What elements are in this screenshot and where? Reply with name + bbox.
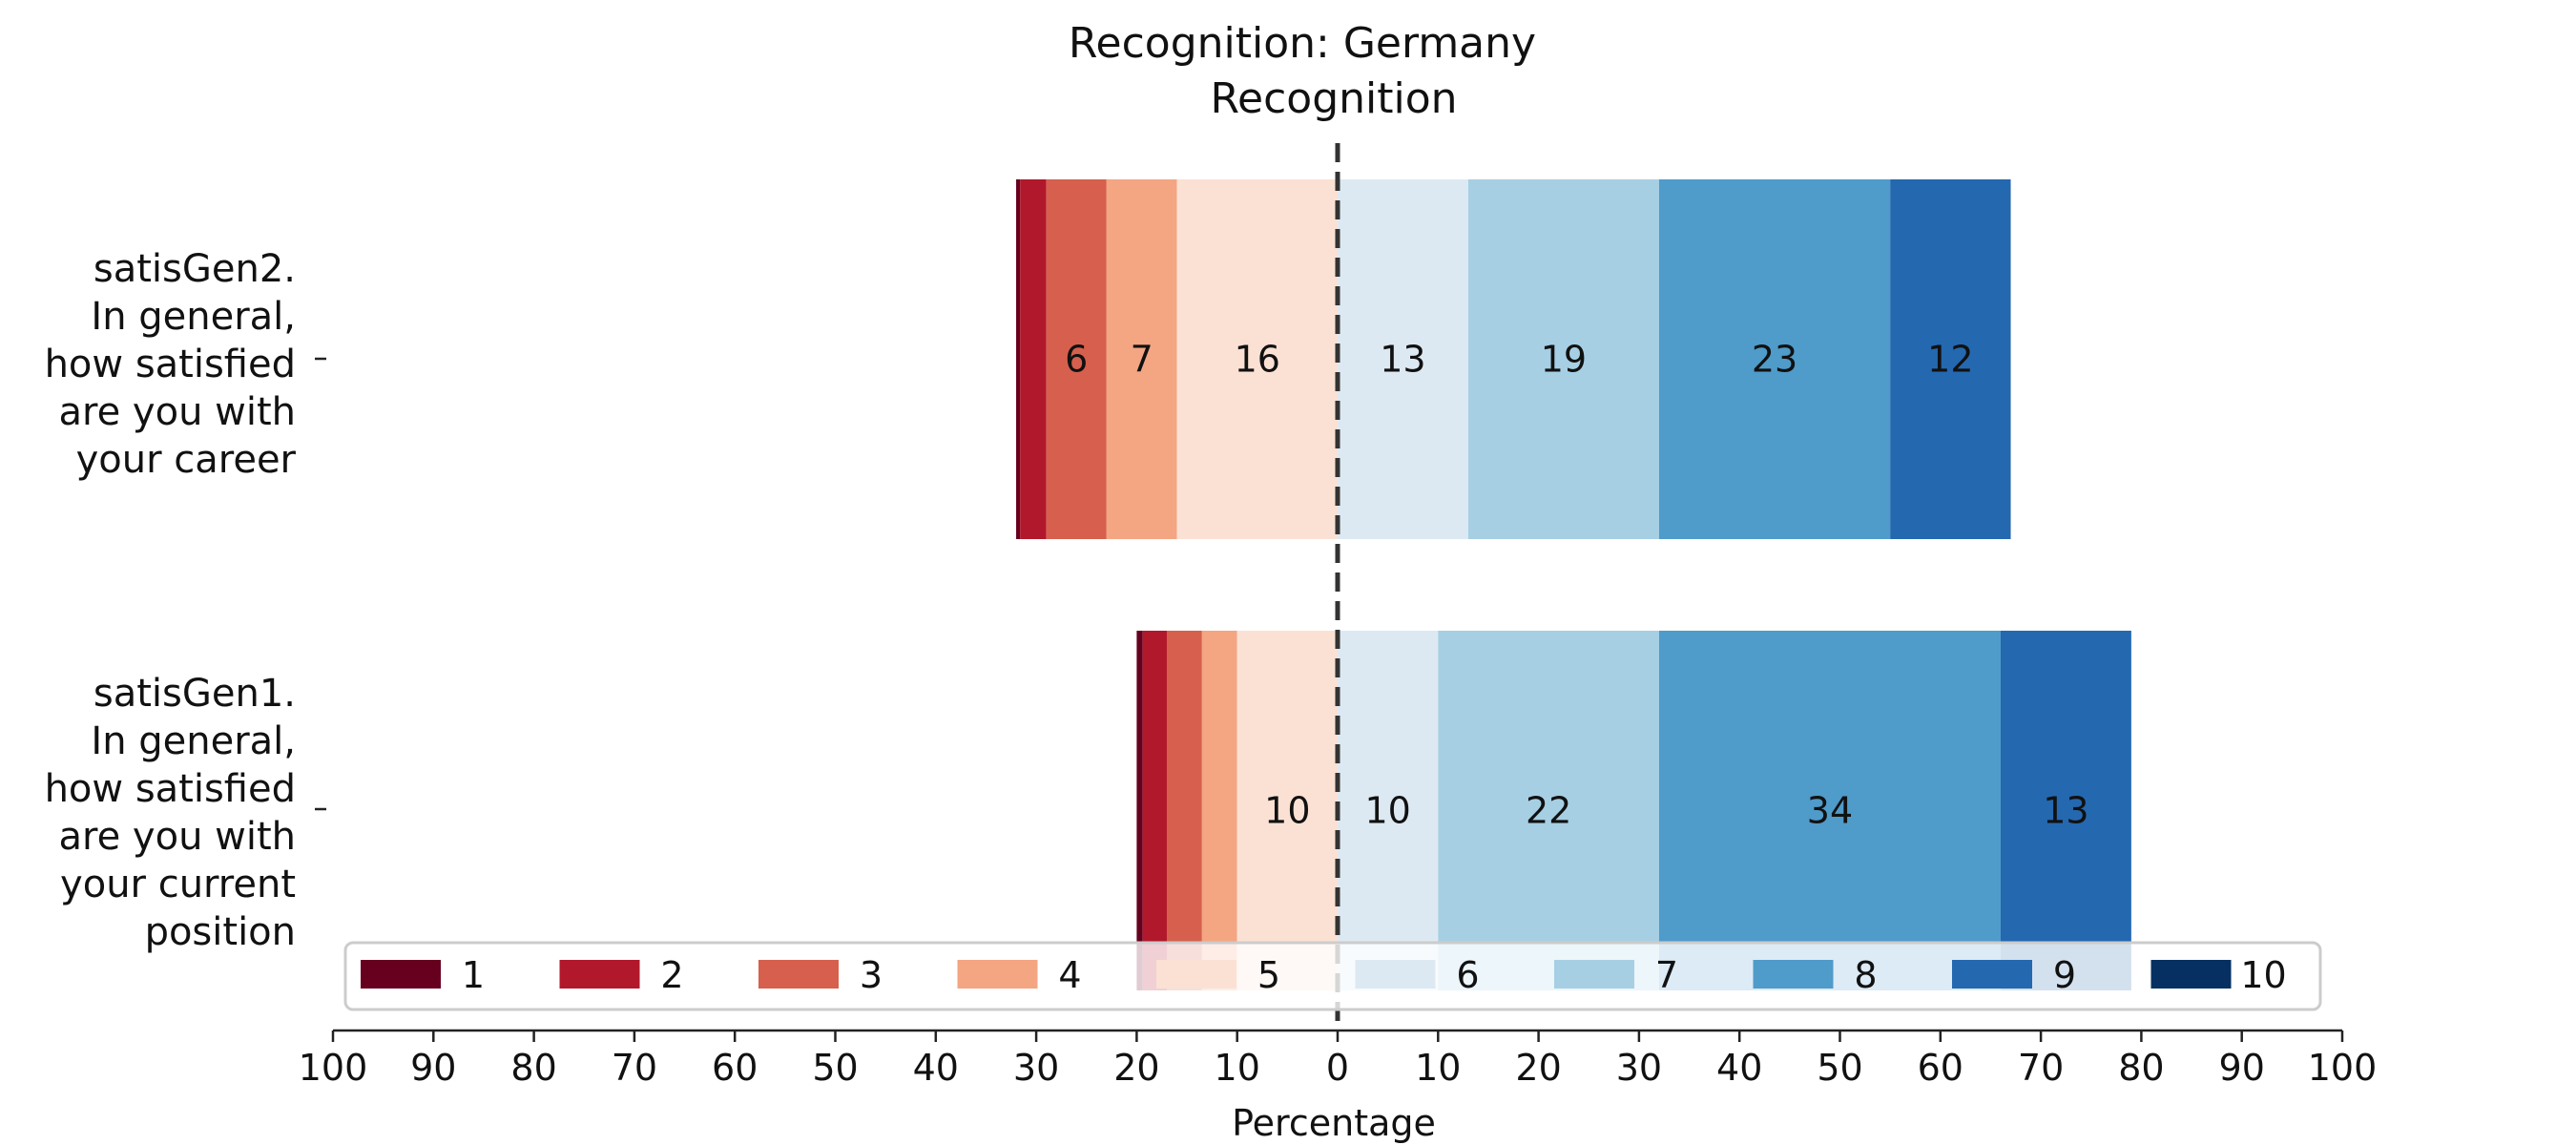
- x-tick-label: 10: [1415, 1047, 1461, 1089]
- bar-value-label: 22: [1526, 790, 1571, 832]
- category-label-line: are you with: [59, 815, 296, 859]
- legend-swatch-6: [1355, 960, 1436, 989]
- x-tick-label: 70: [612, 1047, 657, 1089]
- legend-swatch-2: [559, 960, 640, 989]
- chart-title: Recognition: Germany: [1069, 19, 1536, 68]
- legend-swatch-8: [1753, 960, 1834, 989]
- x-tick-label: 10: [1215, 1047, 1260, 1089]
- bar-segment-satisgen1-8: [1658, 631, 2001, 990]
- category-label-line: your career: [76, 438, 297, 482]
- bar-segment-satisgen2-9: [1890, 179, 2011, 539]
- x-tick-label: 60: [1918, 1047, 1963, 1089]
- bar-segment-satisgen2-2: [1020, 179, 1047, 539]
- bar-segment-satisgen1-3: [1166, 631, 1202, 990]
- legend-swatch-5: [1156, 960, 1236, 989]
- category-label-line: In general,: [91, 719, 296, 763]
- legend-swatch-10: [2150, 960, 2232, 989]
- legend-swatch-9: [1952, 960, 2032, 989]
- bar-value-label: 19: [1541, 339, 1587, 381]
- legend-swatch-4: [957, 960, 1038, 989]
- legend-swatch-1: [361, 960, 441, 989]
- legend-label-10: 10: [2240, 954, 2286, 996]
- bar-segment-satisgen2-5: [1176, 179, 1338, 539]
- legend-label-4: 4: [1058, 954, 1081, 996]
- x-tick-label: 80: [510, 1047, 556, 1089]
- x-tick-label: 30: [1013, 1047, 1059, 1089]
- legend-swatch-7: [1554, 960, 1634, 989]
- x-tick-label: 90: [2219, 1047, 2265, 1089]
- bar-segment-satisgen1-4: [1201, 631, 1237, 990]
- category-label-line: In general,: [91, 295, 296, 339]
- category-label-line: how satisfied: [45, 343, 296, 386]
- x-tick-label: 90: [410, 1047, 456, 1089]
- bars-layer: 6 7 16 13 19 23 12 10 10 22 34 13: [1016, 179, 2131, 990]
- x-axis-label: Percentage: [1232, 1102, 1436, 1144]
- bar-segment-satisgen2-1: [1016, 179, 1021, 539]
- x-tick-label: 20: [1515, 1047, 1561, 1089]
- legend-label-1: 1: [462, 954, 485, 996]
- legend-label-6: 6: [1456, 954, 1479, 996]
- x-tick-label: 80: [2118, 1047, 2164, 1089]
- x-tick-label: 100: [299, 1047, 368, 1089]
- bar-value-label: 10: [1264, 790, 1310, 832]
- legend-box: [343, 941, 2322, 1011]
- legend-label-2: 2: [660, 954, 683, 996]
- bar-value-label: 7: [1131, 339, 1153, 381]
- bar-segment-satisgen1-1: [1136, 631, 1143, 990]
- bar-value-label: 34: [1807, 790, 1853, 832]
- x-tick-label: 40: [1716, 1047, 1762, 1089]
- category-label-line: position: [145, 910, 296, 954]
- x-tick-label: 50: [1817, 1047, 1862, 1089]
- x-tick-label: 70: [2018, 1047, 2064, 1089]
- bar-value-label: 13: [2043, 790, 2088, 832]
- x-tick-label: 100: [2308, 1047, 2378, 1089]
- legend-label-3: 3: [860, 954, 883, 996]
- bar-value-label: 10: [1364, 790, 1410, 832]
- bar-segment-satisgen1-2: [1142, 631, 1167, 990]
- bar-value-label: 23: [1752, 339, 1797, 381]
- chart-subtitle: Recognition: [1210, 74, 1457, 123]
- legend-label-8: 8: [1854, 954, 1877, 996]
- category-label-line: your current: [60, 863, 296, 906]
- x-tick-label: 20: [1113, 1047, 1159, 1089]
- category-label-line: satisGen2.: [93, 247, 296, 291]
- legend-label-9: 9: [2053, 954, 2076, 996]
- bar-value-label: 16: [1235, 339, 1280, 381]
- x-tick-label: 0: [1326, 1047, 1349, 1089]
- category-label-line: are you with: [59, 390, 296, 434]
- x-axis: 100 90 80 70 60 50 40 30 20 10 0 10 20 30 40 50 60 70 80 90…: [299, 1029, 2378, 1089]
- legend-label-5: 5: [1257, 954, 1280, 996]
- bar-value-label: 13: [1380, 339, 1425, 381]
- bar-segment-satisgen1-9: [2000, 631, 2131, 990]
- bar-segment-satisgen1-6: [1338, 631, 1439, 990]
- bar-segment-satisgen2-4: [1106, 179, 1177, 539]
- category-label-line: how satisfied: [45, 767, 296, 811]
- bar-segment-satisgen2-7: [1467, 179, 1659, 539]
- x-tick-label: 60: [712, 1047, 758, 1089]
- bar-segment-satisgen2-8: [1658, 179, 1891, 539]
- bar-segment-satisgen2-3: [1046, 179, 1107, 539]
- x-tick-label: 50: [812, 1047, 858, 1089]
- legend-swatch-3: [758, 960, 839, 989]
- legend-label-7: 7: [1655, 954, 1678, 996]
- bar-segment-satisgen2-6: [1338, 179, 1468, 539]
- bar-segment-satisgen1-7: [1438, 631, 1659, 990]
- x-tick-label: 30: [1616, 1047, 1662, 1089]
- bar-segment-satisgen1-5: [1236, 631, 1338, 990]
- category-label-line: satisGen1.: [93, 672, 296, 716]
- legend: 1 2 3 4 5 6 7 8 9 10: [343, 941, 2322, 1011]
- x-tick-label: 40: [913, 1047, 959, 1089]
- bar-value-label: 6: [1065, 339, 1088, 381]
- bar-value-label: 12: [1927, 339, 1973, 381]
